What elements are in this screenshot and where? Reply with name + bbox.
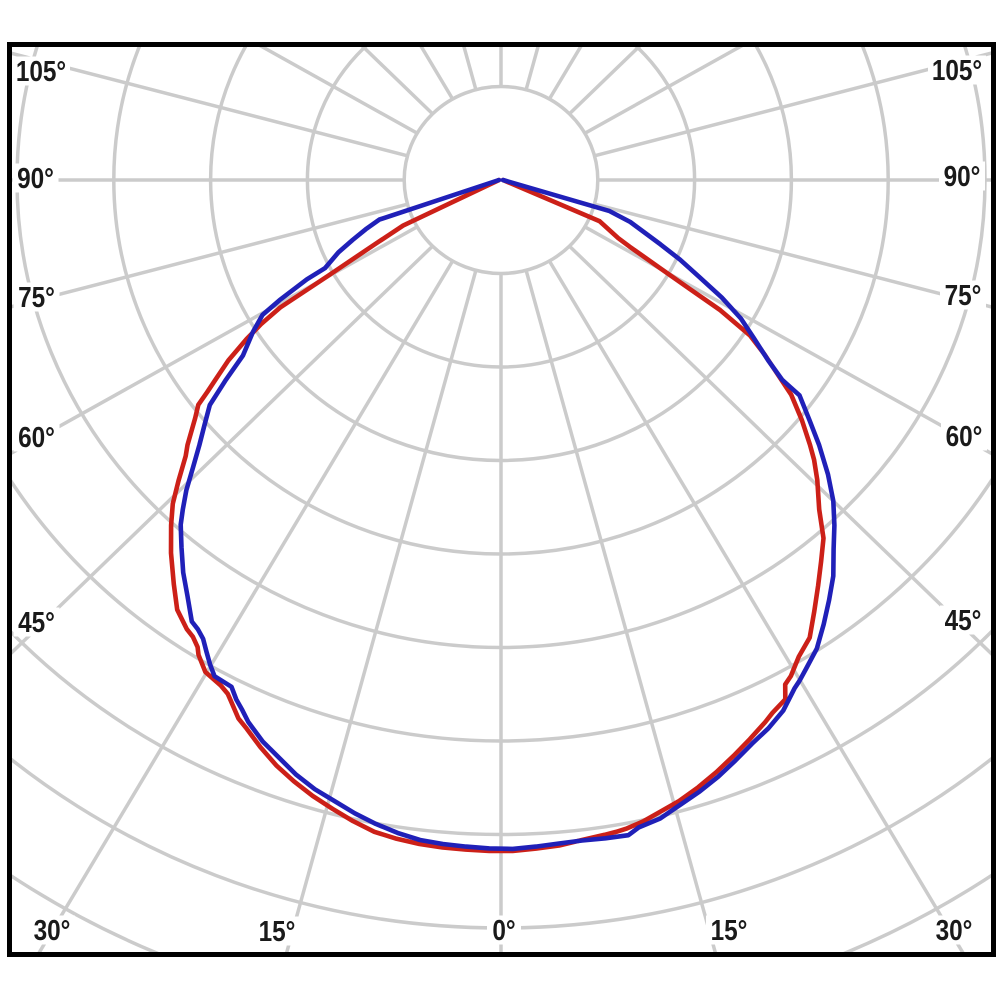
svg-text:75°: 75°: [18, 281, 55, 313]
svg-text:45°: 45°: [18, 606, 55, 638]
svg-text:60°: 60°: [946, 420, 983, 452]
svg-text:0°: 0°: [492, 914, 515, 946]
svg-text:105°: 105°: [932, 54, 982, 86]
svg-text:30°: 30°: [936, 914, 973, 946]
svg-text:90°: 90°: [17, 162, 54, 194]
svg-text:75°: 75°: [945, 279, 982, 311]
svg-text:90°: 90°: [944, 160, 981, 192]
svg-text:15°: 15°: [259, 915, 296, 947]
svg-text:105°: 105°: [16, 55, 66, 87]
svg-text:60°: 60°: [18, 421, 55, 453]
svg-text:15°: 15°: [711, 914, 748, 946]
svg-text:30°: 30°: [34, 914, 71, 946]
svg-text:45°: 45°: [945, 604, 982, 636]
